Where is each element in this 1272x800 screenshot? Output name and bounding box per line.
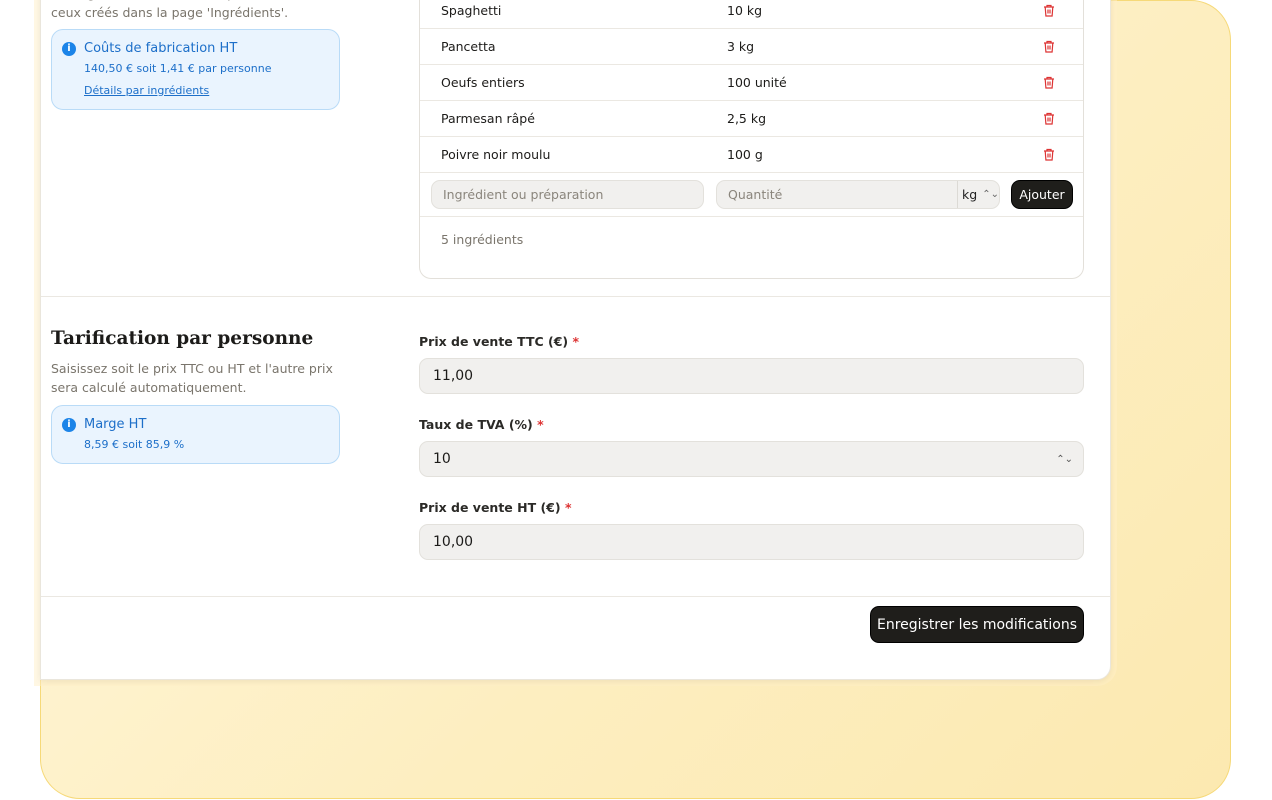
- cost-details-link[interactable]: Détails par ingrédients: [84, 84, 210, 97]
- quantity-placeholder: Quantité: [728, 187, 783, 202]
- ingredient-quantity: 100 g: [727, 147, 763, 162]
- margin-title: Marge HT: [84, 417, 147, 432]
- trash-icon[interactable]: [1043, 148, 1055, 161]
- info-icon: i: [62, 42, 76, 56]
- trash-icon[interactable]: [1043, 112, 1055, 125]
- save-button[interactable]: Enregistrer les modifications: [871, 607, 1083, 642]
- ht-label: Prix de vente HT (€) *: [419, 500, 572, 515]
- pricing-help: Saisissez soit le prix TTC ou HT et l'au…: [51, 361, 333, 395]
- ingredient-quantity: 10 kg: [727, 3, 763, 18]
- trash-icon[interactable]: [1043, 40, 1055, 53]
- ingredient-quantity: 2,5 kg: [727, 111, 767, 126]
- add-ingredient-button[interactable]: Ajouter: [1012, 181, 1072, 208]
- chevron-updown-icon: ⌃⌄: [1056, 453, 1073, 465]
- ingredient-name: Oeufs entiers: [441, 75, 525, 90]
- cost-info-box: i Coûts de fabrication HT 140,50 € soit …: [51, 29, 340, 110]
- ingredient-name: Pancetta: [441, 39, 496, 54]
- ingredient-row: Spaghetti 10 kg: [420, 0, 1083, 29]
- ingredient-row: Parmesan râpé 2,5 kg: [420, 101, 1083, 137]
- divider: [41, 596, 1110, 597]
- ingredient-name: Spaghetti: [441, 3, 502, 18]
- ingredient-quantity: 3 kg: [727, 39, 755, 54]
- tva-label: Taux de TVA (%) *: [419, 417, 544, 432]
- ingredient-name: Poivre noir moulu: [441, 147, 551, 162]
- tva-select[interactable]: 10 ⌃⌄: [419, 441, 1084, 477]
- ingredients-table: Spaghetti 10 kg Pancetta 3 kg Oeufs entiers 1…: [419, 0, 1084, 279]
- quantity-input[interactable]: Quantité kg ⌃⌄: [716, 180, 1000, 209]
- ingredient-quantity: 100 unité: [727, 75, 787, 90]
- divider: [41, 296, 1110, 297]
- ingredient-name: Parmesan râpé: [441, 111, 535, 126]
- ingredient-row: Poivre noir moulu 100 g: [420, 137, 1083, 173]
- ttc-input[interactable]: 11,00: [419, 358, 1084, 394]
- unit-select[interactable]: kg ⌃⌄: [957, 181, 999, 208]
- cost-value: 140,50 € soit 1,41 € par personne: [84, 62, 272, 75]
- ht-input[interactable]: 10,00: [419, 524, 1084, 560]
- ttc-label: Prix de vente TTC (€) *: [419, 334, 580, 349]
- unit-value: kg: [962, 187, 978, 202]
- ingredient-row: Pancetta 3 kg: [420, 29, 1083, 65]
- recipe-form-card: Les ingrédients et unités disponibles so…: [40, 0, 1111, 680]
- ingredient-count: 5 ingrédients: [441, 232, 524, 247]
- info-icon: i: [62, 418, 76, 432]
- trash-icon[interactable]: [1043, 76, 1055, 89]
- pricing-title: Tarification par personne: [51, 328, 314, 349]
- ingredient-input[interactable]: Ingrédient ou préparation: [431, 180, 704, 209]
- ingredient-row: Oeufs entiers 100 unité: [420, 65, 1083, 101]
- ingredients-help: Les ingrédients et unités disponibles so…: [51, 0, 311, 20]
- margin-info-box: i Marge HT 8,59 € soit 85,9 %: [51, 405, 340, 464]
- margin-value: 8,59 € soit 85,9 %: [84, 438, 185, 451]
- cost-title: Coûts de fabrication HT: [84, 41, 238, 56]
- trash-icon[interactable]: [1043, 4, 1055, 17]
- chevron-updown-icon: ⌃⌄: [982, 189, 999, 200]
